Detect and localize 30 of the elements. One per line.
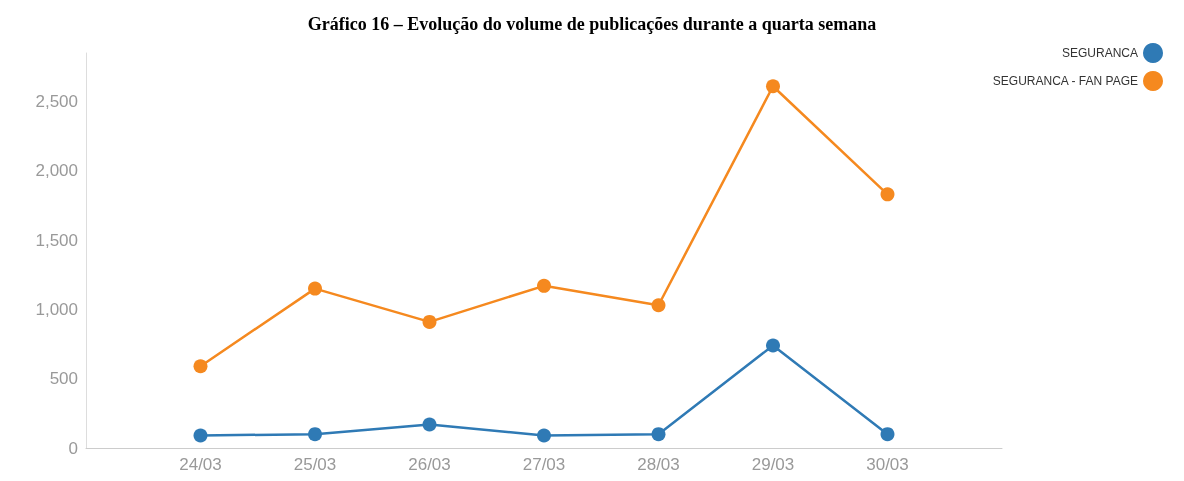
point (422, 417, 437, 432)
point (308, 427, 322, 442)
point (537, 278, 551, 293)
x-tick-label: 25/03 (293, 455, 337, 474)
legend-label: SEGURANCA (1061, 46, 1138, 60)
y-tick-label: 1,000 (35, 299, 78, 319)
point (308, 281, 322, 296)
y-tick-label: 2,500 (35, 92, 78, 112)
chart-title: Gráfico 16 – Evolução do volume de publicações durante a quarta semana (307, 14, 877, 34)
x-tick-label: 30/03 (866, 455, 909, 474)
point (880, 427, 895, 442)
point (193, 359, 208, 374)
y-tick-label: 0 (68, 438, 78, 458)
point (651, 298, 666, 313)
x-tick-label: 27/03 (522, 455, 566, 474)
point (766, 338, 780, 353)
point (537, 428, 551, 443)
x-tick-label: 24/03 (179, 455, 222, 474)
y-tick-label: 1,500 (35, 230, 78, 250)
point (766, 79, 780, 94)
legend-label: SEGURANCA - FAN PAGE (992, 74, 1138, 88)
point (422, 314, 437, 329)
point (193, 428, 208, 443)
y-tick-label: 500 (49, 369, 78, 389)
y-tick-label: 2,000 (35, 161, 78, 181)
x-tick-label: 26/03 (408, 455, 451, 474)
point (880, 187, 895, 202)
x-tick-label: 28/03 (637, 455, 680, 474)
point (651, 427, 666, 442)
x-tick-label: 29/03 (751, 455, 795, 474)
